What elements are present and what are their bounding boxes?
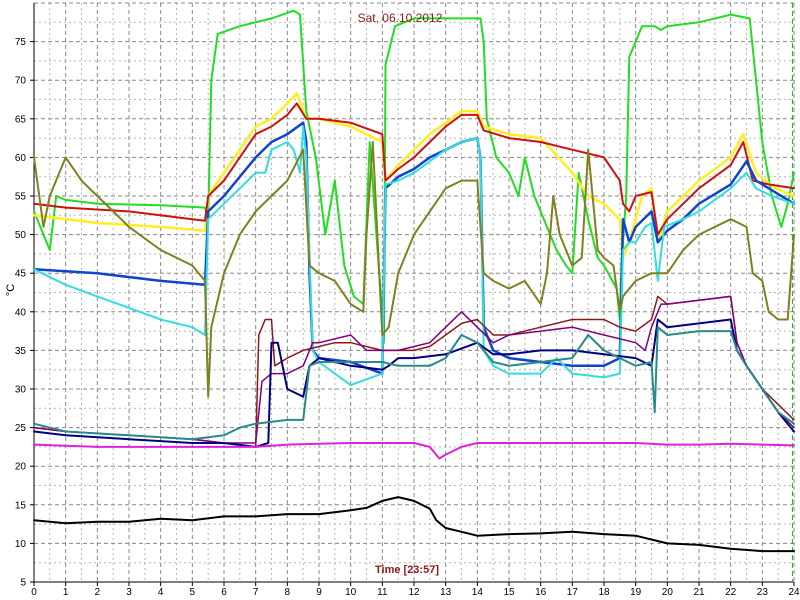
y-tick-label: 20 xyxy=(15,462,27,473)
y-tick-label: 75 xyxy=(15,37,27,48)
y-tick-label: 50 xyxy=(15,230,27,241)
x-tick-label: 14 xyxy=(472,587,484,598)
series-line-11 xyxy=(33,442,795,460)
series-line-3 xyxy=(33,102,795,236)
x-tick-label: 10 xyxy=(345,587,357,598)
y-tick-label: 15 xyxy=(15,500,27,511)
x-tick-label: 23 xyxy=(757,587,769,598)
y-tick-label: 55 xyxy=(15,192,27,203)
x-tick-label: 16 xyxy=(535,587,547,598)
series-line-10 xyxy=(33,326,795,441)
y-tick-label: 25 xyxy=(15,423,27,434)
x-tick-label: 24 xyxy=(788,587,800,598)
grid-layer xyxy=(33,2,795,583)
x-tick-label: 12 xyxy=(408,587,420,598)
x-tick-label: 6 xyxy=(221,587,227,598)
y-tick-label: 65 xyxy=(15,114,27,125)
x-tick-label: 1 xyxy=(63,587,69,598)
y-tick-label: 40 xyxy=(15,307,27,318)
x-tick-label: 19 xyxy=(630,587,642,598)
x-tick-label: 13 xyxy=(440,587,452,598)
x-tick-label: 3 xyxy=(126,587,132,598)
series-line-9 xyxy=(33,318,795,448)
x-tick-label: 17 xyxy=(567,587,579,598)
series-line-12 xyxy=(33,496,795,553)
series-layer xyxy=(32,9,796,553)
y-axis-label: °C xyxy=(5,284,17,296)
x-axis-label: Time [23:57] xyxy=(375,564,439,576)
series-line-5 xyxy=(33,125,795,387)
x-tick-label: 18 xyxy=(598,587,610,598)
x-tick-label: 5 xyxy=(190,587,196,598)
y-tick-label: 5 xyxy=(20,578,26,589)
x-tick-label: 4 xyxy=(158,587,164,598)
x-tick-label: 22 xyxy=(725,587,737,598)
series-line-8 xyxy=(33,295,795,444)
series-line-1 xyxy=(33,9,795,344)
x-tick-label: 20 xyxy=(662,587,674,598)
series-line-2 xyxy=(32,92,796,260)
x-tick-label: 7 xyxy=(253,587,259,598)
y-tick-label: 70 xyxy=(15,76,27,87)
chart-title: Sat, 06.10.2012 xyxy=(358,11,443,25)
x-tick-label: 15 xyxy=(503,587,515,598)
y-tick-label: 30 xyxy=(15,385,27,396)
y-tick-label: 60 xyxy=(15,153,27,164)
y-tick-label: 45 xyxy=(15,269,27,280)
x-tick-label: 21 xyxy=(693,587,705,598)
x-tick-label: 9 xyxy=(316,587,322,598)
x-tick-label: 11 xyxy=(377,587,388,598)
x-tick-label: 0 xyxy=(31,587,37,598)
series-line-6 xyxy=(33,141,795,398)
x-tick-label: 2 xyxy=(95,587,101,598)
y-tick-label: 35 xyxy=(15,346,27,357)
x-tick-label: 8 xyxy=(285,587,291,598)
axis-layer: 0 1 2 3 4 5 6 7 8 9 10 11 12 13 14 15 16 17 18 19 20 21 22 23 24… xyxy=(15,3,800,598)
y-tick-label: 10 xyxy=(15,539,27,550)
